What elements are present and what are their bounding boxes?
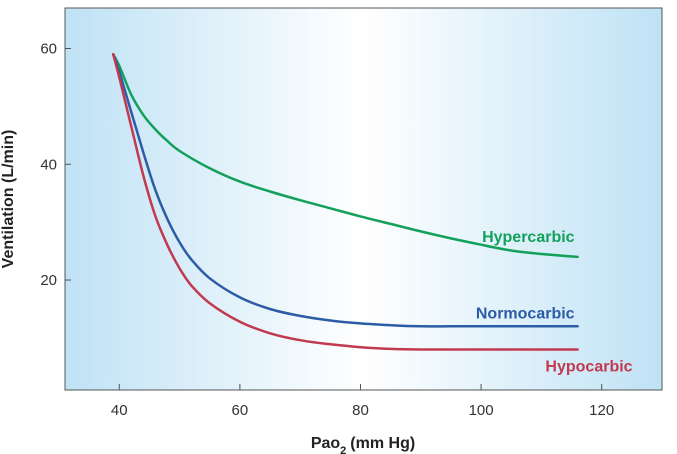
normocarbic-line [111, 53, 579, 328]
x-tick-label: 120 [589, 402, 614, 419]
hypercarbic-label: Hypercarbic [482, 229, 575, 246]
x-axis: 40 60 80 100 120 [111, 384, 614, 419]
x-tick-label: 40 [111, 402, 128, 419]
plot-area [64, 7, 663, 391]
y-tick-label: 40 [40, 156, 57, 173]
series-layer: Hypercarbic Normocarbic Hypocarbic [111, 53, 633, 375]
y-tick-label: 60 [40, 41, 57, 58]
x-tick-label: 100 [469, 402, 494, 419]
x-tick-label: 60 [232, 402, 249, 419]
x-tick-label: 80 [352, 402, 369, 419]
y-tick-label: 20 [40, 272, 57, 289]
hypocarbic-line [111, 53, 579, 351]
x-axis-title: Pao2 (mm Hg) [311, 435, 415, 454]
y-axis-title: Ventilation (L/min) [0, 130, 17, 269]
y-axis: 20 40 60 [40, 41, 71, 289]
hypocarbic-label: Hypocarbic [545, 358, 632, 375]
normocarbic-label: Normocarbic [476, 305, 575, 322]
hypercarbic-line [111, 53, 579, 259]
